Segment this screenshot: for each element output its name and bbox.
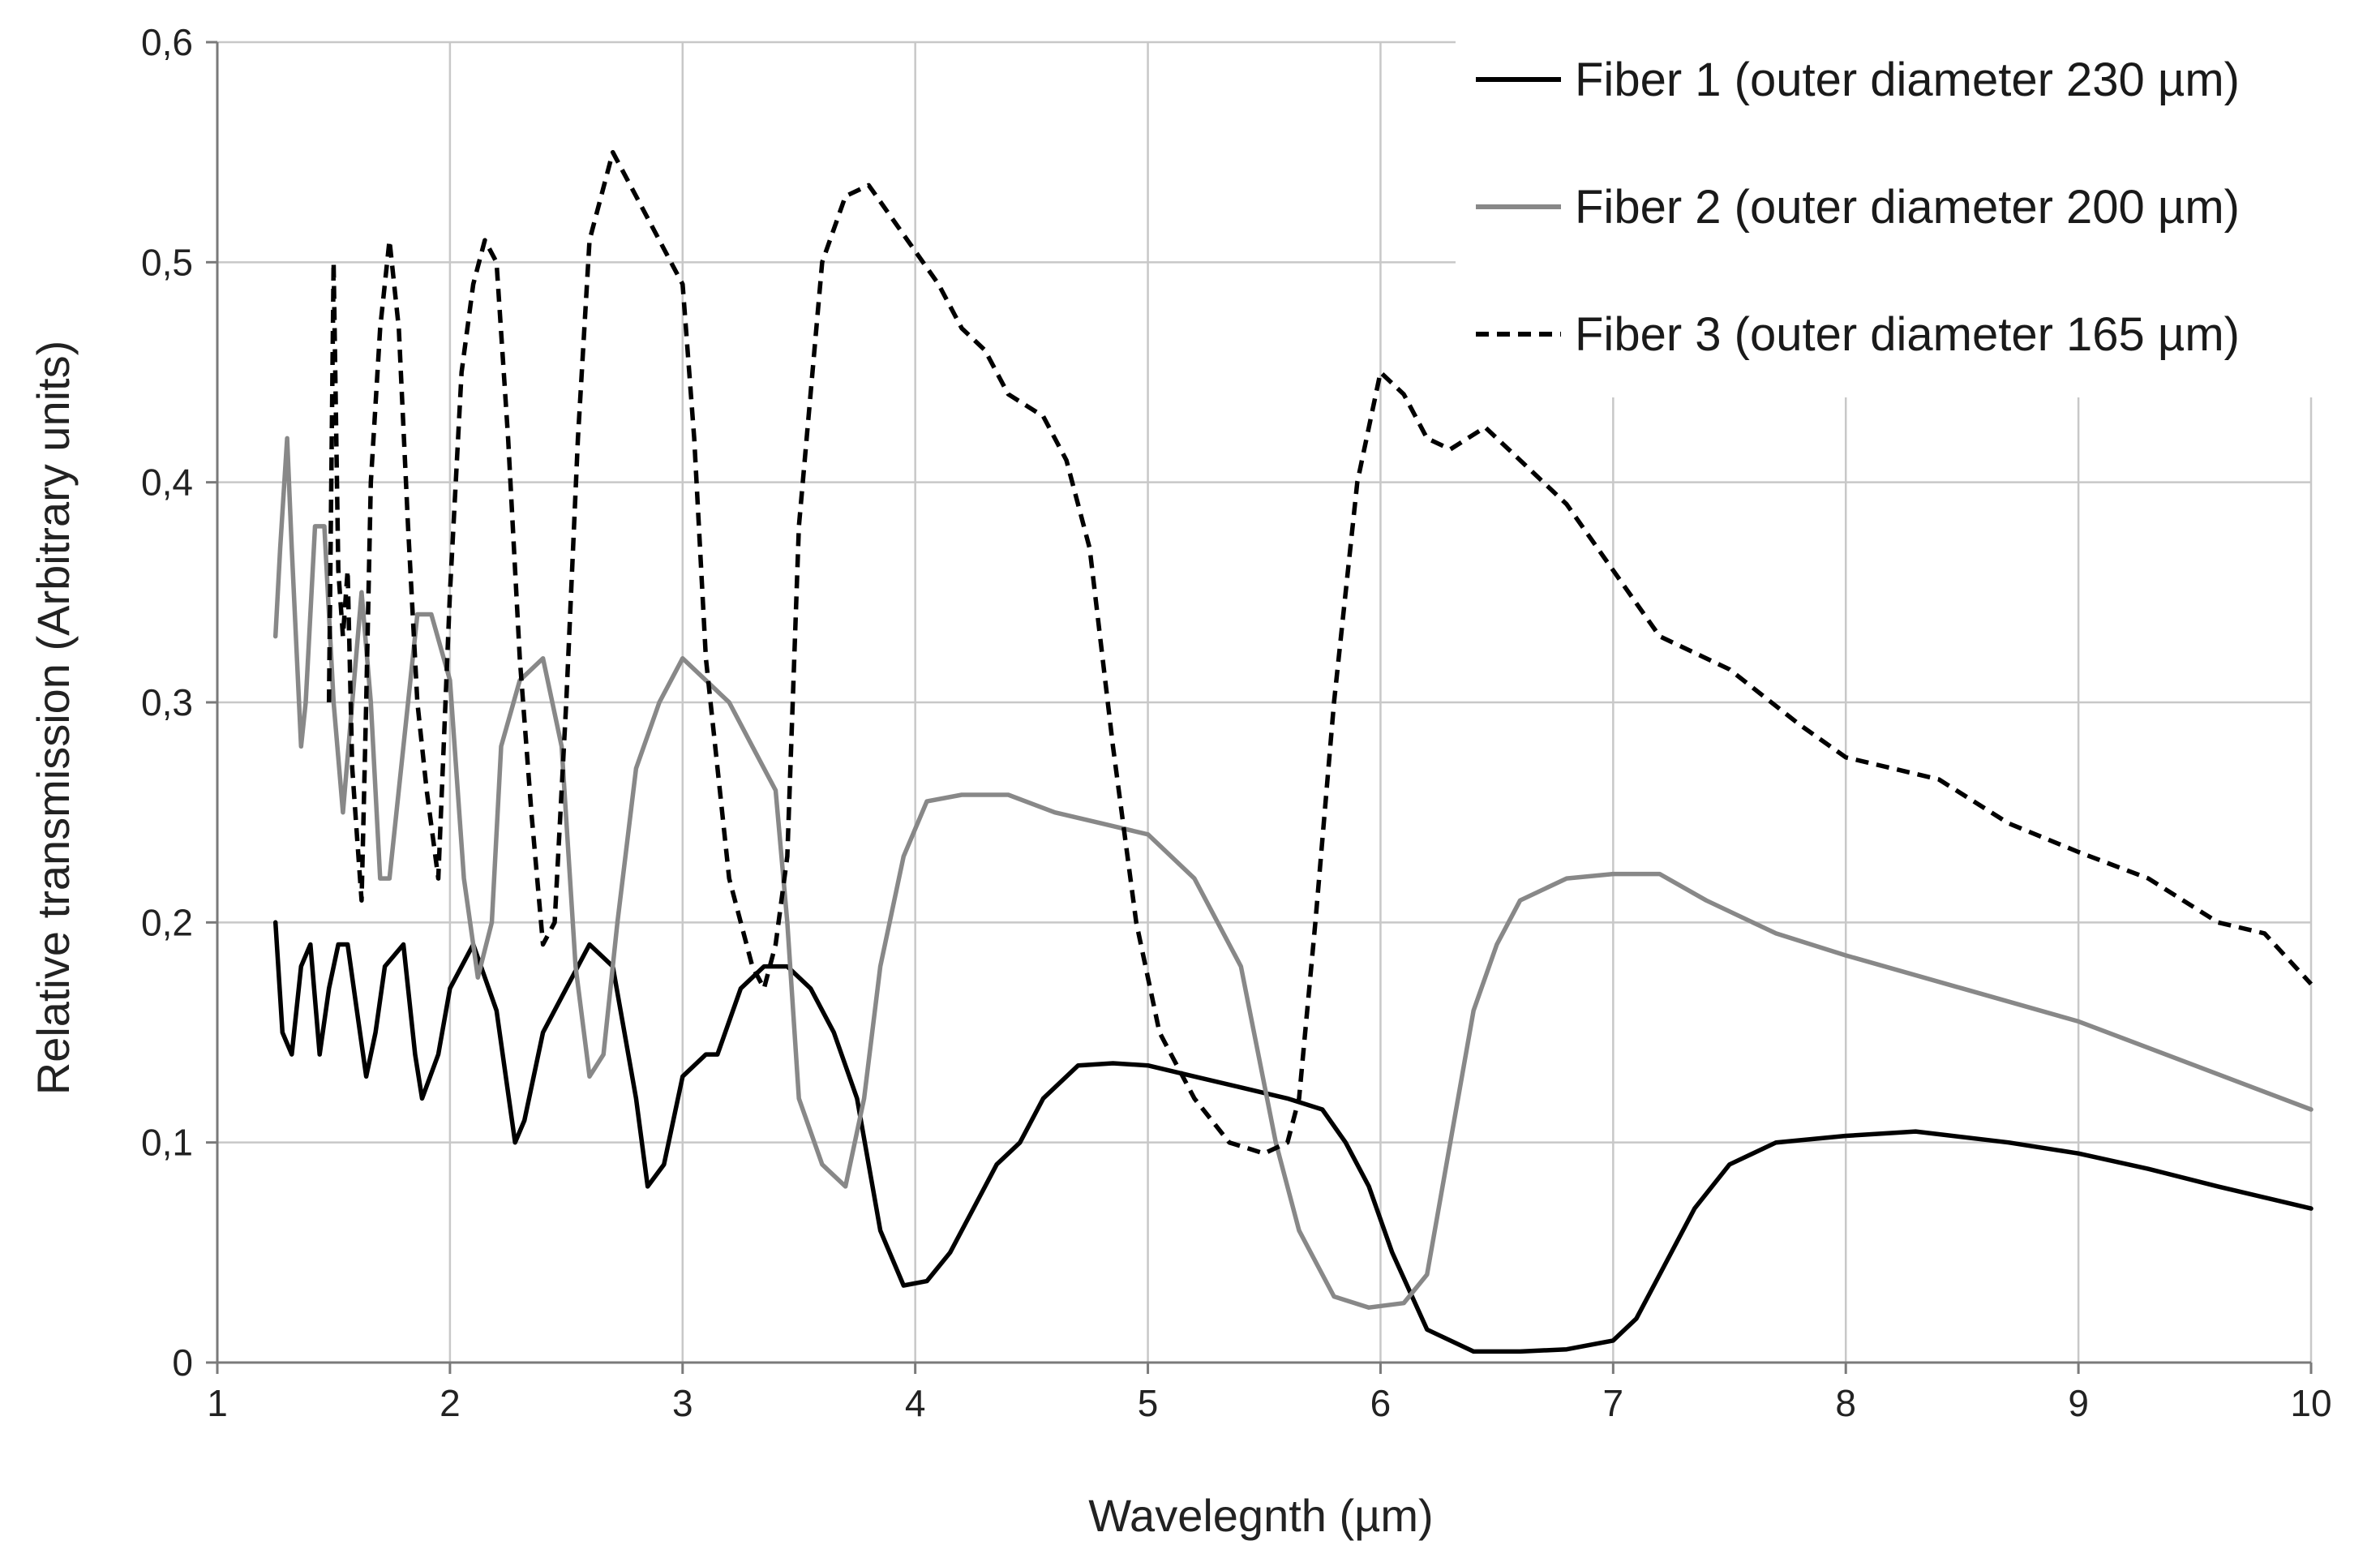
series-line-fiber-2 [276, 438, 2311, 1307]
y-tick-label: 0,1 [141, 1122, 193, 1164]
x-tick-label: 2 [440, 1382, 461, 1424]
x-tick-label: 4 [905, 1382, 926, 1424]
x-tick-label: 8 [1835, 1382, 1856, 1424]
y-tick-label: 0,2 [141, 901, 193, 943]
x-tick-label: 1 [207, 1382, 228, 1424]
y-tick-label: 0,5 [141, 241, 193, 283]
legend: Fiber 1 (outer diameter 230 µm) Fiber 2 (… [1456, 16, 2372, 397]
x-tick-label: 10 [2290, 1382, 2331, 1424]
x-tick-label: 5 [1138, 1382, 1159, 1424]
series-line-fiber-1 [276, 922, 2311, 1351]
y-axis-title: Relative transmission (Arbitrary units) [28, 341, 79, 1095]
y-tick-label: 0 [172, 1341, 193, 1384]
legend-label-fiber-2: Fiber 2 (outer diameter 200 µm) [1575, 181, 2240, 234]
y-tick-label: 0,4 [141, 461, 193, 504]
x-tick-label: 3 [672, 1382, 693, 1424]
x-axis-title: Wavelegnth (µm) [1088, 1490, 1433, 1541]
y-tick-label: 0,3 [141, 681, 193, 723]
x-tick-label: 7 [1603, 1382, 1624, 1424]
legend-label-fiber-3: Fiber 3 (outer diameter 165 µm) [1575, 308, 2240, 361]
y-tick-label: 0,6 [141, 21, 193, 63]
x-tick-label: 6 [1370, 1382, 1392, 1424]
legend-label-fiber-1: Fiber 1 (outer diameter 230 µm) [1575, 54, 2240, 106]
x-tick-label: 9 [2068, 1382, 2089, 1424]
